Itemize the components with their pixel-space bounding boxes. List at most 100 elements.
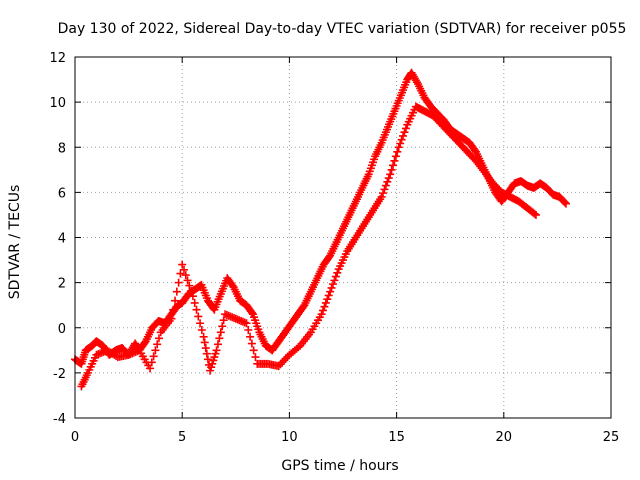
- y-tick-label: 2: [58, 277, 66, 292]
- data-point: [399, 131, 408, 140]
- data-point: [242, 319, 251, 328]
- x-tick-label: 25: [603, 430, 620, 445]
- data-point: [199, 332, 208, 341]
- y-tick-label: 8: [58, 141, 66, 156]
- y-tick-label: -4: [53, 412, 66, 427]
- data-point: [188, 292, 197, 301]
- data-point: [318, 306, 327, 315]
- data-point: [393, 147, 402, 156]
- data-point: [383, 177, 392, 186]
- series-sdtvar-secondary-trace: [77, 102, 540, 391]
- data-point: [389, 161, 398, 170]
- data-point: [213, 340, 222, 349]
- data-point: [324, 291, 333, 300]
- y-tick-label: 10: [49, 96, 66, 111]
- data-point: [171, 296, 180, 305]
- data-point: [246, 332, 255, 341]
- data-point: [387, 165, 396, 174]
- y-tick-label: 4: [58, 232, 66, 247]
- data-point: [530, 209, 539, 218]
- data-point: [185, 281, 194, 290]
- data-point: [386, 170, 395, 179]
- data-point: [154, 334, 163, 343]
- y-axis-label: SDTVAR / TECUs: [7, 185, 23, 300]
- data-point: [381, 181, 390, 190]
- data-point: [169, 305, 178, 314]
- data-point: [153, 340, 162, 349]
- data-point: [317, 310, 326, 319]
- data-point: [247, 308, 256, 317]
- data-point: [202, 349, 211, 358]
- data-point: [179, 265, 188, 274]
- data-point: [401, 124, 410, 133]
- x-axis-label: GPS time / hours: [281, 458, 398, 474]
- data-point: [380, 185, 389, 194]
- data-point: [321, 298, 330, 307]
- data-point: [247, 339, 256, 348]
- grid-lines: [75, 57, 611, 418]
- data-point: [176, 269, 185, 278]
- data-point: [251, 353, 260, 362]
- x-tick-label: 20: [496, 430, 513, 445]
- data-point: [215, 334, 224, 343]
- data-point: [216, 328, 225, 337]
- data-point: [181, 271, 190, 280]
- data-point: [331, 272, 340, 281]
- data-point: [151, 346, 160, 355]
- data-point: [172, 287, 181, 296]
- data-point: [560, 198, 569, 207]
- data-point: [201, 344, 210, 353]
- data-point: [149, 352, 158, 361]
- chart-title: Day 130 of 2022, Sidereal Day-to-day VTE…: [58, 21, 627, 37]
- data-point: [394, 143, 403, 152]
- data-marks: [71, 68, 570, 391]
- data-point: [187, 286, 196, 295]
- y-tick-label: 12: [49, 51, 66, 66]
- data-point: [147, 358, 156, 367]
- data-point: [396, 139, 405, 148]
- data-point: [377, 192, 386, 201]
- data-point: [212, 346, 221, 355]
- data-point: [200, 338, 209, 347]
- data-point: [194, 312, 203, 321]
- data-point: [328, 280, 337, 289]
- data-point: [183, 276, 192, 285]
- data-point: [333, 268, 342, 277]
- data-point: [249, 346, 258, 355]
- data-point: [391, 152, 400, 161]
- y-tick-label: -2: [53, 367, 66, 382]
- x-tick-label: 0: [71, 430, 79, 445]
- data-point: [294, 343, 303, 352]
- data-point: [167, 314, 176, 323]
- data-point: [218, 322, 227, 331]
- data-point: [192, 305, 201, 314]
- x-tick-label: 5: [178, 430, 186, 445]
- axis-ticks: 0 5 10 15 20 25 -4 -2 0 2 4 6 8 10 12: [49, 51, 619, 445]
- data-point: [561, 199, 570, 208]
- data-point: [326, 287, 335, 296]
- data-point: [203, 355, 212, 364]
- data-point: [146, 364, 155, 373]
- x-tick-label: 15: [388, 430, 405, 445]
- data-point: [531, 210, 540, 219]
- data-point: [190, 298, 199, 307]
- data-point: [323, 295, 332, 304]
- data-point: [244, 326, 253, 335]
- data-point: [197, 326, 206, 335]
- x-tick-label: 10: [281, 430, 298, 445]
- data-point: [174, 278, 183, 287]
- data-point: [390, 156, 399, 165]
- y-tick-label: 6: [58, 186, 66, 201]
- data-point: [379, 189, 388, 198]
- data-point: [400, 128, 409, 137]
- series-sdtvar-main-trace: [71, 68, 570, 368]
- data-point: [178, 260, 187, 269]
- data-point: [196, 319, 205, 328]
- data-point: [397, 135, 406, 144]
- y-tick-label: 0: [58, 322, 66, 337]
- data-point: [327, 283, 336, 292]
- data-point: [219, 316, 228, 325]
- data-point: [384, 174, 393, 183]
- data-point: [320, 302, 329, 311]
